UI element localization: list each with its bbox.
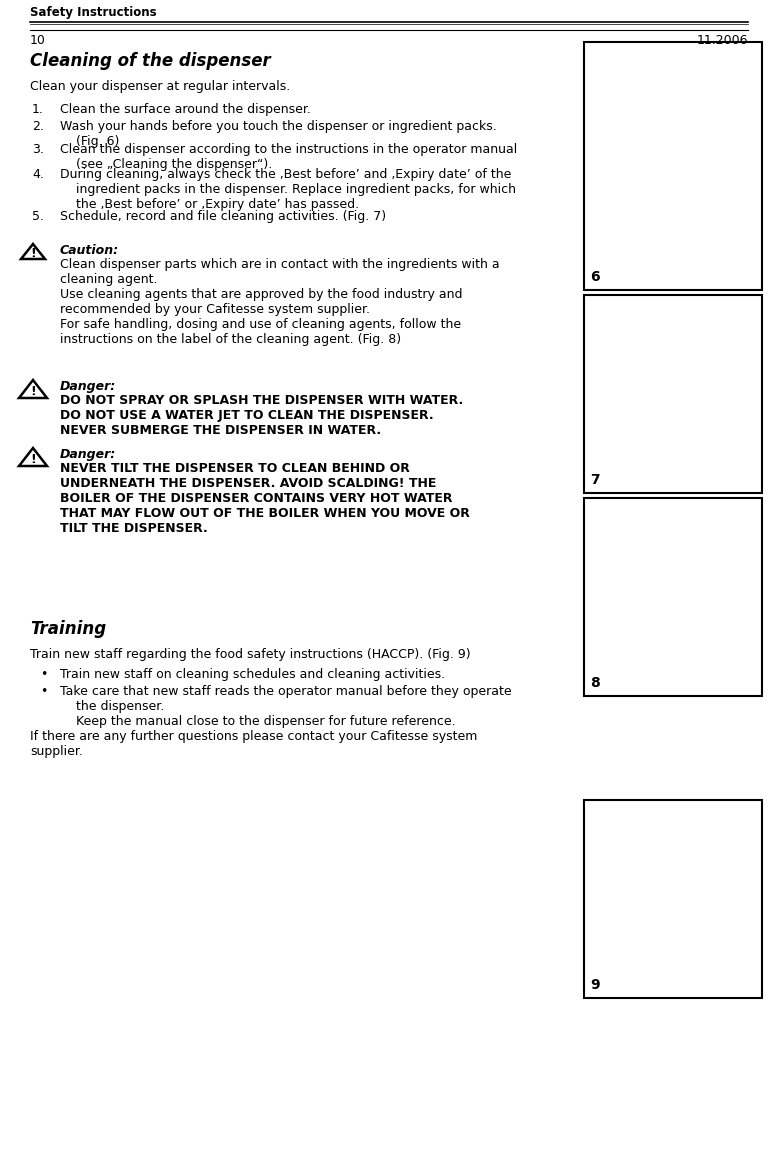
- Text: !: !: [30, 247, 36, 260]
- Text: 3.: 3.: [32, 143, 44, 156]
- Text: 9: 9: [590, 978, 600, 993]
- Text: If there are any further questions please contact your Cafitesse system
supplier: If there are any further questions pleas…: [30, 730, 478, 759]
- Text: 1.: 1.: [32, 103, 44, 116]
- Text: During cleaning, always check the ‚Best before’ and ‚Expiry date’ of the
    ing: During cleaning, always check the ‚Best …: [60, 168, 516, 211]
- Text: !: !: [30, 453, 36, 466]
- Text: Train new staff regarding the food safety instructions (HACCP). (Fig. 9): Train new staff regarding the food safet…: [30, 648, 471, 661]
- Text: Cleaning of the dispenser: Cleaning of the dispenser: [30, 52, 271, 71]
- Text: Clean the dispenser according to the instructions in the operator manual
    (se: Clean the dispenser according to the ins…: [60, 143, 518, 171]
- Text: Clean the surface around the dispenser.: Clean the surface around the dispenser.: [60, 103, 311, 116]
- Bar: [584, 497, 762, 696]
- Text: 7: 7: [590, 473, 600, 487]
- Bar: [584, 42, 762, 290]
- Bar: [584, 295, 762, 493]
- Text: Danger:: Danger:: [60, 380, 116, 393]
- Text: Clean your dispenser at regular intervals.: Clean your dispenser at regular interval…: [30, 80, 290, 93]
- Text: Wash your hands before you touch the dispenser or ingredient packs.
    (Fig. 6): Wash your hands before you touch the dis…: [60, 120, 497, 148]
- Text: Danger:: Danger:: [60, 448, 116, 461]
- Text: 10: 10: [30, 34, 46, 47]
- Text: •: •: [41, 668, 48, 681]
- Text: 4.: 4.: [32, 168, 44, 181]
- Text: Clean dispenser parts which are in contact with the ingredients with a
cleaning : Clean dispenser parts which are in conta…: [60, 258, 500, 346]
- Text: 11.2006: 11.2006: [697, 34, 748, 47]
- Text: 5.: 5.: [32, 211, 44, 223]
- Text: DO NOT SPRAY OR SPLASH THE DISPENSER WITH WATER.
DO NOT USE A WATER JET TO CLEAN: DO NOT SPRAY OR SPLASH THE DISPENSER WIT…: [60, 394, 463, 437]
- Text: Training: Training: [30, 620, 106, 639]
- Bar: [584, 800, 762, 998]
- Text: !: !: [30, 385, 36, 397]
- Text: Caution:: Caution:: [60, 243, 119, 258]
- Text: 2.: 2.: [32, 120, 44, 133]
- Text: Take care that new staff reads the operator manual before they operate
    the d: Take care that new staff reads the opera…: [60, 684, 511, 728]
- Text: 6: 6: [590, 270, 600, 283]
- Text: Train new staff on cleaning schedules and cleaning activities.: Train new staff on cleaning schedules an…: [60, 668, 445, 681]
- Text: •: •: [41, 684, 48, 699]
- Text: 8: 8: [590, 676, 600, 690]
- Text: Safety Instructions: Safety Instructions: [30, 6, 157, 19]
- Text: NEVER TILT THE DISPENSER TO CLEAN BEHIND OR
UNDERNEATH THE DISPENSER. AVOID SCAL: NEVER TILT THE DISPENSER TO CLEAN BEHIND…: [60, 462, 470, 535]
- Text: Schedule, record and file cleaning activities. (Fig. 7): Schedule, record and file cleaning activ…: [60, 211, 386, 223]
